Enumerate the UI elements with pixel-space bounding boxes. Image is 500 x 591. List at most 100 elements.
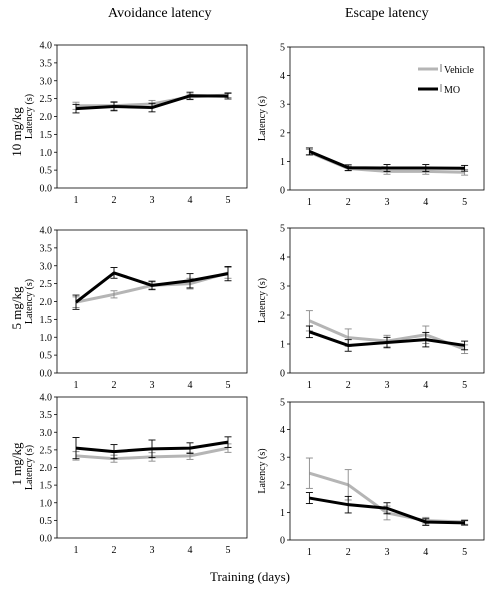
panel-6-ytick-label: 5 (280, 398, 285, 409)
legend-mo-label: MO (444, 85, 460, 96)
panel-2-xtick-label: 4 (423, 197, 428, 208)
panel-2-ytick-label: 4 (280, 71, 285, 82)
panel-5-xtick-label: 1 (74, 545, 79, 556)
panel-2-xtick-label: 5 (462, 197, 467, 208)
panel-5-ytick-label: 2.5 (40, 445, 53, 456)
panel-3-xtick-label: 5 (226, 380, 231, 391)
panel-4 (287, 227, 485, 374)
panel-5-mo-point (113, 450, 116, 453)
panel-5-xtick-label: 2 (112, 545, 117, 556)
panel-1-ytick-label: 0.0 (40, 184, 53, 195)
panel-5-ytick-label: 1.5 (40, 481, 53, 492)
panel-3-xtick-label: 4 (188, 380, 193, 391)
panel-4-xtick-label: 1 (307, 380, 312, 391)
panel-1-xtick-label: 2 (112, 195, 117, 206)
panel-1-xtick-label: 3 (150, 195, 155, 206)
panel-3-mo-point (113, 271, 116, 274)
panel-2-mo-point (386, 166, 389, 169)
panel-6-vehicle-point (308, 472, 311, 475)
x-axis-label: Training (days) (209, 569, 291, 584)
panel-1-ytick-label: 1.0 (40, 148, 53, 159)
panel-5-xtick-label: 3 (150, 545, 155, 556)
panel-2-mo-point (463, 167, 466, 170)
panel-4-mo-point (347, 344, 350, 347)
panel-1-ytick-label: 3.5 (40, 58, 53, 69)
panel-6-ytick-label: 4 (280, 425, 285, 436)
panel-2-mo-point (347, 166, 350, 169)
panel-4-vehicle-point (308, 319, 311, 322)
panel-3-ytick-label: 2.5 (40, 279, 53, 290)
panel-3-ytick-label: 1.5 (40, 315, 53, 326)
panel-3-ytick-label: 1.0 (40, 333, 53, 344)
panel-5-mo-point (227, 441, 230, 444)
panel-1-xtick-label: 1 (74, 195, 79, 206)
panel-3-vehicle-point (113, 293, 116, 296)
panel-2-ytick-label: 2 (280, 128, 285, 139)
panel-4-ytick-label: 1 (280, 340, 285, 351)
panel-4-xtick-label: 4 (423, 380, 428, 391)
panel-2-ytick-label: 1 (280, 157, 285, 168)
panel-1-ytick-label: 2.5 (40, 94, 53, 105)
panel-6-xtick-label: 1 (307, 547, 312, 558)
panel-5-ytick-label: 1.0 (40, 498, 53, 509)
panel-1-xtick-label: 4 (188, 195, 193, 206)
panel-6-mo-point (463, 521, 466, 524)
panel-3-ytick-label: 2.0 (40, 297, 53, 308)
panel-5-ytick-label: 3.0 (40, 428, 53, 439)
panel-2-ytick-label: 3 (280, 100, 285, 111)
panel-5-ytick-label: 4.0 (40, 393, 53, 404)
panel-6-xtick-label: 5 (462, 547, 467, 558)
panel-1-ytick-label: 2.0 (40, 112, 53, 123)
panel-4-mo-point (463, 344, 466, 347)
panel-1-mo-point (75, 107, 78, 110)
panel-5-xtick-label: 5 (226, 545, 231, 556)
panel-1-mo-point (113, 105, 116, 108)
panel-4-mo-point (424, 338, 427, 341)
panel-4-ylabel: Latency (s) (257, 278, 268, 323)
panel-3 (54, 229, 248, 374)
panel-1-mo-point (189, 94, 192, 97)
panel-5-ylabel: Latency (s) (24, 445, 35, 490)
panel-5-frame (56, 396, 248, 539)
panel-1-ylabel: Latency (s) (24, 94, 35, 139)
panel-6-ytick-label: 1 (280, 508, 285, 519)
panel-1-mo-point (151, 106, 154, 109)
panel-2-ytick-label: 0 (280, 186, 285, 197)
panel-1-mo-point (227, 95, 230, 98)
panel-5-xtick-label: 4 (188, 545, 193, 556)
legend-vehicle-label: Vehicle (444, 65, 475, 76)
panel-3-mo-point (227, 272, 230, 275)
panel-2-xtick-label: 1 (307, 197, 312, 208)
panel-5-ytick-label: 0.5 (40, 516, 53, 527)
panel-4-xtick-label: 2 (346, 380, 351, 391)
panel-3-xtick-label: 1 (74, 380, 79, 391)
panel-5-mo-point (151, 447, 154, 450)
panel-2-xtick-label: 3 (385, 197, 390, 208)
panel-6-mo-point (386, 507, 389, 510)
panel-4-xtick-label: 5 (462, 380, 467, 391)
panel-3-mo-point (151, 284, 154, 287)
panel-4-xtick-label: 3 (385, 380, 390, 391)
panel-3-xtick-label: 3 (150, 380, 155, 391)
panel-5-ytick-label: 0.0 (40, 534, 53, 545)
panel-4-ytick-label: 2 (280, 311, 285, 322)
panel-2-ylabel: Latency (s) (257, 96, 268, 141)
panel-4-ytick-label: 0 (280, 369, 285, 380)
panel-6 (287, 401, 485, 541)
panel-5-ytick-label: 3.5 (40, 410, 53, 421)
panel-4-frame (289, 227, 485, 374)
panel-1-xtick-label: 5 (226, 195, 231, 206)
panel-2-mo-point (308, 150, 311, 153)
panel-4-ytick-label: 3 (280, 282, 285, 293)
panel-3-xtick-label: 2 (112, 380, 117, 391)
column-title-avoidance: Avoidance latency (108, 6, 212, 21)
panel-6-xtick-label: 2 (346, 547, 351, 558)
panel-3-mo-point (75, 301, 78, 304)
column-title-escape: Escape latency (345, 6, 429, 21)
panel-2-mo-point (424, 166, 427, 169)
panel-3-ytick-label: 0.0 (40, 369, 53, 380)
panel-6-mo-point (308, 497, 311, 500)
panel-4-mo-point (386, 341, 389, 344)
panel-3-ytick-label: 0.5 (40, 351, 53, 362)
